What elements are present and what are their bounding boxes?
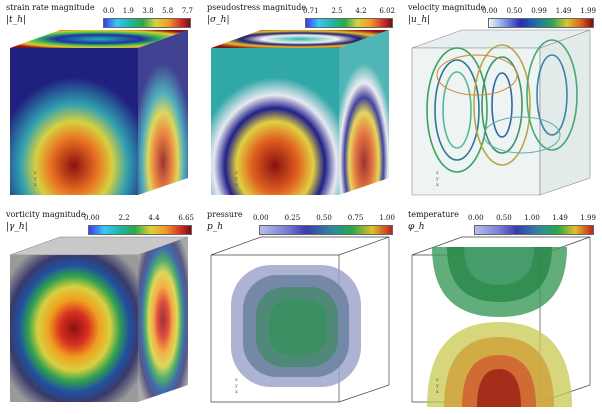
tick: 0.0 [103, 7, 115, 15]
tick: 1.99 [580, 7, 596, 15]
axis-x: x [34, 389, 37, 395]
tick: 4.4 [148, 214, 160, 222]
axes-triad: z y x [436, 170, 439, 188]
streamline-render [411, 29, 591, 196]
colorbar-ticks: 0.00 2.2 4.4 6.65 [84, 214, 194, 224]
axis-x: x [436, 389, 439, 395]
panel-title: strain rate magnitude [6, 3, 95, 12]
colorbar-ticks: 0.00 0.50 0.99 1.49 1.99 [482, 7, 596, 17]
tick: 0.75 [347, 214, 364, 222]
tick: 1.49 [555, 7, 572, 15]
field-symbol: |u_h| [408, 15, 431, 25]
tick: 3.8 [142, 7, 154, 15]
tick: 4.2 [355, 7, 367, 15]
colorbar [305, 18, 393, 28]
tick: 6.65 [178, 214, 194, 222]
axes-triad: z y x [235, 377, 238, 395]
colorbar-ticks: 0.71 2.5 4.2 6.02 [303, 7, 395, 17]
tick: 2.5 [331, 7, 343, 15]
axes-triad: z y x [34, 377, 37, 395]
axis-y: y [34, 176, 37, 182]
tick: 0.00 [84, 214, 100, 222]
field-symbol: |σ_h| [207, 15, 230, 25]
axis-y: y [34, 383, 37, 389]
colorbar [103, 18, 191, 28]
colorbar-ticks: 0.0 1.9 3.8 5.8 7.7 [103, 7, 193, 17]
axis-z: z [34, 377, 37, 383]
colorbar [474, 225, 594, 235]
axis-z: z [34, 170, 37, 176]
panel-temperature: temperature φ_h 0.00 0.50 1.00 1.49 1.99… [402, 207, 602, 414]
tick: 0.50 [496, 214, 512, 222]
tick: 0.25 [284, 214, 301, 222]
tick: 1.00 [524, 214, 540, 222]
colorbar-ticks: 0.00 0.50 1.00 1.49 1.99 [468, 214, 596, 224]
panel-title: temperature [408, 210, 459, 219]
axis-y: y [436, 176, 439, 182]
colorbar [88, 225, 192, 235]
panel-pseudostress: pseudostress magnitude |σ_h| 0.71 2.5 4.… [201, 0, 401, 207]
tick: 1.00 [379, 214, 395, 222]
axis-y: y [436, 383, 439, 389]
panel-title: pseudostress magnitude [207, 3, 307, 12]
axes-triad: z y x [235, 170, 238, 188]
colorbar [259, 225, 393, 235]
axes-triad: z y x [34, 170, 37, 188]
cube-render [211, 30, 389, 195]
axis-z: z [436, 377, 439, 383]
axes-triad: z y x [436, 377, 439, 395]
tick: 0.00 [482, 7, 498, 15]
tick: 7.7 [181, 7, 193, 15]
field-symbol: |γ_h| [6, 222, 28, 232]
colorbar-ticks: 0.00 0.25 0.50 0.75 1.00 [253, 214, 395, 224]
tick: 1.99 [580, 214, 596, 222]
axis-x: x [436, 182, 439, 188]
tick: 0.00 [468, 214, 484, 222]
axis-z: z [235, 170, 238, 176]
panel-pressure: pressure p_h 0.00 0.25 0.50 0.75 1.00 z … [201, 207, 401, 414]
panel-title: velocity magnitude [408, 3, 486, 12]
panel-vorticity: vorticity magnitude |γ_h| 0.00 2.2 4.4 6… [0, 207, 200, 414]
tick: 2.2 [118, 214, 130, 222]
panel-title: pressure [207, 210, 243, 219]
tick: 6.02 [379, 7, 395, 15]
tick: 5.8 [162, 7, 174, 15]
axis-x: x [34, 182, 37, 188]
tick: 1.9 [122, 7, 134, 15]
field-symbol: |t_h| [6, 15, 26, 25]
tick: 0.71 [303, 7, 319, 15]
colorbar [488, 18, 594, 28]
axis-y: y [235, 383, 238, 389]
panel-velocity: velocity magnitude |u_h| 0.00 0.50 0.99 … [402, 0, 602, 207]
cube-render [9, 236, 189, 402]
tick: 0.50 [316, 214, 332, 222]
axis-x: x [235, 389, 238, 395]
field-symbol: φ_h [408, 222, 425, 232]
field-symbol: p_h [207, 222, 224, 232]
axis-z: z [436, 170, 439, 176]
axis-z: z [235, 377, 238, 383]
isosurface-render [411, 236, 591, 407]
panel-title: vorticity magnitude [6, 210, 86, 219]
tick: 1.49 [552, 214, 568, 222]
isosurface-render [210, 236, 390, 403]
axis-x: x [235, 182, 238, 188]
cube-render [10, 30, 188, 195]
tick: 0.99 [531, 7, 547, 15]
axis-y: y [235, 176, 238, 182]
tick: 0.00 [253, 214, 269, 222]
panel-strain-rate: strain rate magnitude |t_h| 0.0 1.9 3.8 … [0, 0, 200, 207]
tick: 0.50 [506, 7, 523, 15]
